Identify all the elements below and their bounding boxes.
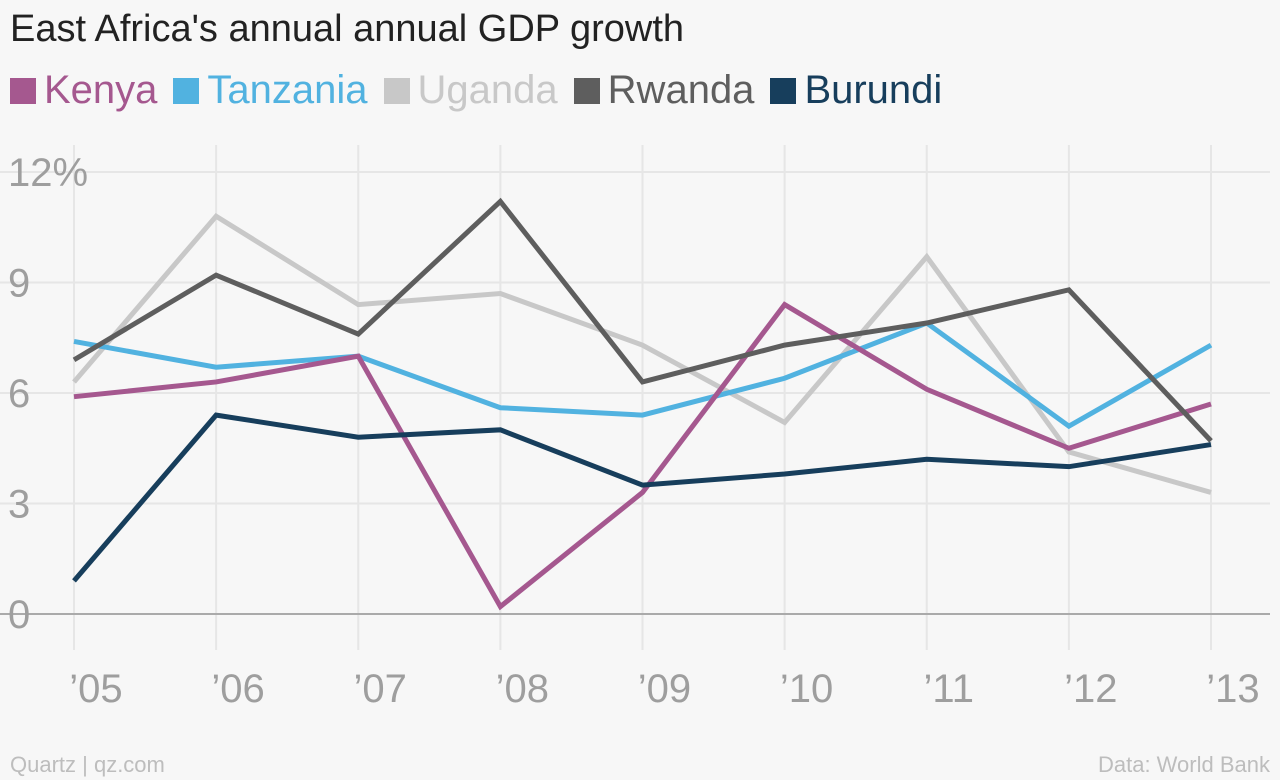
x-tick-label: ’06 xyxy=(211,667,264,711)
chart-title: East Africa's annual annual GDP growth xyxy=(10,8,685,50)
series-line-tanzania xyxy=(73,320,1213,430)
legend-label: Tanzania xyxy=(207,68,368,112)
legend-label: Kenya xyxy=(44,68,158,112)
legend: Kenya Tanzania Uganda Rwanda Burundi xyxy=(10,68,958,113)
legend-item-burundi: Burundi xyxy=(770,68,942,113)
y-tick-label: 3 xyxy=(8,483,30,527)
x-tick-label: ’09 xyxy=(638,667,691,711)
legend-swatch xyxy=(383,77,410,104)
x-tick-label: ’07 xyxy=(354,667,407,711)
legend-label: Uganda xyxy=(417,68,558,112)
legend-item-tanzania: Tanzania xyxy=(173,68,368,113)
chart: 0 3 6 9 12% ’05 ’06 ’07 ’08 ’09 ’10 ’11 ’12 ’13 xyxy=(0,145,1270,711)
x-tick-labels: ’05 ’06 ’07 ’08 ’09 ’10 ’11 ’12 ’13 xyxy=(69,667,1259,711)
legend-swatch xyxy=(770,77,797,104)
y-tick-label: 0 xyxy=(8,593,30,637)
legend-item-kenya: Kenya xyxy=(10,68,157,113)
x-tick-label: ’08 xyxy=(496,667,549,711)
legend-swatch xyxy=(10,77,36,104)
y-tick-label: 12% xyxy=(8,151,88,195)
x-tick-label: ’10 xyxy=(780,667,833,711)
x-tick-label: ’12 xyxy=(1064,667,1117,711)
legend-swatch xyxy=(573,77,600,104)
legend-label: Burundi xyxy=(804,68,943,112)
series-line-burundi xyxy=(72,412,1212,583)
x-tick-label: ’11 xyxy=(924,667,974,711)
y-tick-labels: 0 3 6 9 12% xyxy=(8,151,88,637)
footer-source-credit: Quartz | qz.com xyxy=(10,752,165,777)
y-tick-label: 9 xyxy=(8,262,30,306)
x-tick-label: ’05 xyxy=(69,667,122,711)
series-line-rwanda xyxy=(72,197,1213,443)
y-tick-label: 6 xyxy=(8,372,30,416)
grid-lines xyxy=(0,145,1270,650)
series-lines xyxy=(72,197,1213,611)
legend-swatch xyxy=(173,77,200,104)
legend-label: Rwanda xyxy=(607,68,755,112)
series-line-kenya xyxy=(73,301,1212,611)
x-tick-label: ’13 xyxy=(1206,667,1259,711)
legend-item-uganda: Uganda xyxy=(383,68,558,113)
legend-item-rwanda: Rwanda xyxy=(573,68,755,113)
footer-data-source: Data: World Bank xyxy=(1097,752,1270,777)
series-line-uganda xyxy=(72,212,1212,495)
